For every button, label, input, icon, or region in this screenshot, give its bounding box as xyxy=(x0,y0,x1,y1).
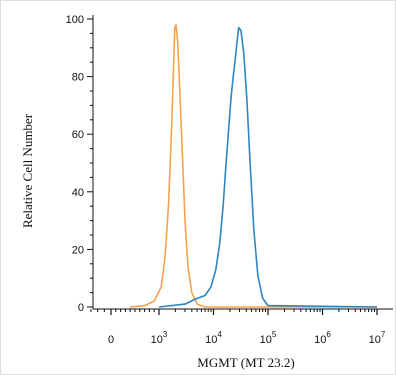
x-tick-label: 105 xyxy=(260,330,277,346)
x-tick-label: 104 xyxy=(205,330,222,346)
series-layer xyxy=(130,24,378,308)
x-axis: 0 103 104 105 106 107 xyxy=(90,308,393,346)
histogram-series-2 xyxy=(158,26,378,308)
y-axis: 0 20 40 60 80 100 xyxy=(66,14,94,314)
x-tick-label: 106 xyxy=(314,330,331,346)
y-tick-label: 40 xyxy=(72,187,84,199)
y-tick-label: 0 xyxy=(78,302,84,314)
x-tick-label: 107 xyxy=(369,330,386,346)
y-axis-title: Relative Cell Number xyxy=(20,113,35,228)
y-tick-label: 100 xyxy=(66,14,84,26)
y-tick-label: 20 xyxy=(72,244,84,256)
y-tick-label: 80 xyxy=(72,72,84,84)
y-tick-label: 60 xyxy=(72,129,84,141)
x-axis-title: MGMT (MT 23.2) xyxy=(197,355,294,370)
histogram-series-1 xyxy=(130,24,377,308)
x-tick-label: 0 xyxy=(108,334,114,346)
x-tick-label: 103 xyxy=(151,330,168,346)
